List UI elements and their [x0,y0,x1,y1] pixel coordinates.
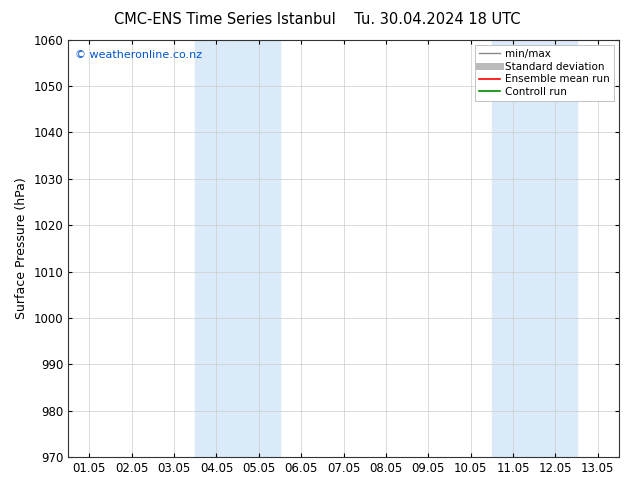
Bar [492,40,577,457]
Text: © weatheronline.co.nz: © weatheronline.co.nz [75,50,202,60]
Bar [195,40,280,457]
Legend: min/max, Standard deviation, Ensemble mean run, Controll run: min/max, Standard deviation, Ensemble me… [475,45,614,101]
Y-axis label: Surface Pressure (hPa): Surface Pressure (hPa) [15,177,28,319]
Text: CMC-ENS Time Series Istanbul    Tu. 30.04.2024 18 UTC: CMC-ENS Time Series Istanbul Tu. 30.04.2… [113,12,521,27]
